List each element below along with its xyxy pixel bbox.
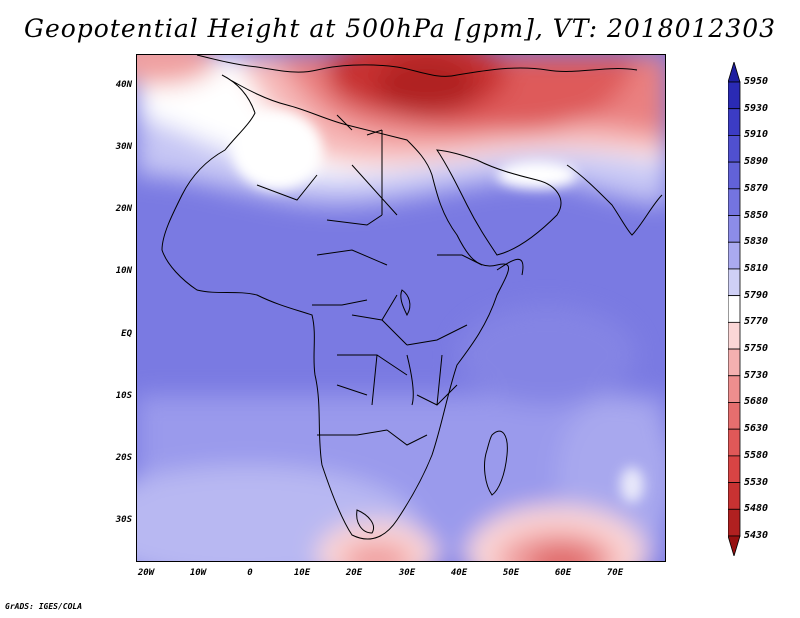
- lat-label-20n: 20N: [115, 204, 132, 214]
- colorbar-segment: [728, 241, 741, 270]
- colorbar-segment: [728, 135, 741, 163]
- colorbar-label: 5870: [744, 182, 769, 194]
- lat-label-20s: 20S: [115, 453, 132, 463]
- coastlines: [161, 55, 663, 540]
- colorbar-label: 5580: [744, 449, 769, 461]
- lon-label-30e: 30E: [398, 568, 416, 578]
- lon-label-60e: 60E: [554, 568, 572, 578]
- lon-label-20e: 20E: [345, 568, 363, 578]
- colorbar-bottom-arrow: [728, 535, 741, 556]
- colorbar-segment: [728, 268, 741, 297]
- geopotential-map: [137, 55, 665, 561]
- colorbar-segment: [728, 375, 741, 403]
- colorbar-segment: [728, 321, 741, 350]
- colorbar-segment: [728, 428, 741, 457]
- lat-label-10s: 10S: [115, 391, 132, 401]
- colorbar-label: 5790: [744, 289, 769, 301]
- lat-label-40n: 40N: [115, 80, 132, 90]
- colorbar-label: 5530: [744, 476, 769, 488]
- colorbar-segment: [728, 81, 741, 110]
- colorbar-label: 5930: [744, 102, 769, 114]
- colorbar-label: 5730: [744, 369, 769, 381]
- colorbar-label: 5770: [744, 316, 769, 328]
- colorbar-graphic: [728, 62, 741, 556]
- colorbar-label: 5750: [744, 343, 769, 355]
- lon-label-50e: 50E: [502, 568, 520, 578]
- colorbar-segment: [728, 161, 741, 190]
- colorbar-label: 5950: [744, 76, 769, 87]
- colorbar-label: 5810: [744, 262, 769, 274]
- lat-label-10n: 10N: [115, 266, 132, 276]
- colorbar-segment: [728, 402, 741, 430]
- lat-label-eq: EQ: [121, 329, 132, 339]
- lon-label-10w: 10W: [189, 568, 207, 578]
- colorbar-label: 5850: [744, 209, 769, 221]
- colorbar-label: 5680: [744, 396, 769, 408]
- colorbar-segment: [728, 455, 741, 483]
- colorbar-label: 5830: [744, 236, 769, 248]
- colorbar-segment: [728, 188, 741, 216]
- colorbar: [728, 62, 782, 556]
- map-plot: [136, 54, 666, 562]
- colorbar-segment: [728, 215, 741, 243]
- colorbar-label: 5430: [744, 530, 769, 541]
- lat-label-30n: 30N: [115, 142, 132, 152]
- lon-label-10e: 10E: [293, 568, 311, 578]
- colorbar-label: 5630: [744, 423, 769, 435]
- lon-label-20w: 20W: [137, 568, 155, 578]
- lon-label-40e: 40E: [450, 568, 468, 578]
- colorbar-label: 5480: [744, 503, 769, 515]
- colorbar-segment: [728, 295, 741, 323]
- colorbar-segment: [728, 482, 741, 510]
- colorbar-segment: [728, 348, 741, 377]
- footer-credit: GrADS: IGES/COLA: [5, 602, 83, 611]
- lat-label-30s: 30S: [115, 515, 132, 525]
- map-title: Geopotential Height at 500hPa [gpm], VT:…: [23, 14, 777, 43]
- colorbar-label: 5890: [744, 156, 769, 168]
- lon-label-70e: 70E: [606, 568, 624, 578]
- colorbar-segment: [728, 508, 741, 537]
- colorbar-segment: [728, 108, 741, 136]
- lon-label-0: 0: [247, 568, 253, 578]
- colorbar-top-arrow: [728, 62, 741, 83]
- colorbar-label: 5910: [744, 129, 769, 141]
